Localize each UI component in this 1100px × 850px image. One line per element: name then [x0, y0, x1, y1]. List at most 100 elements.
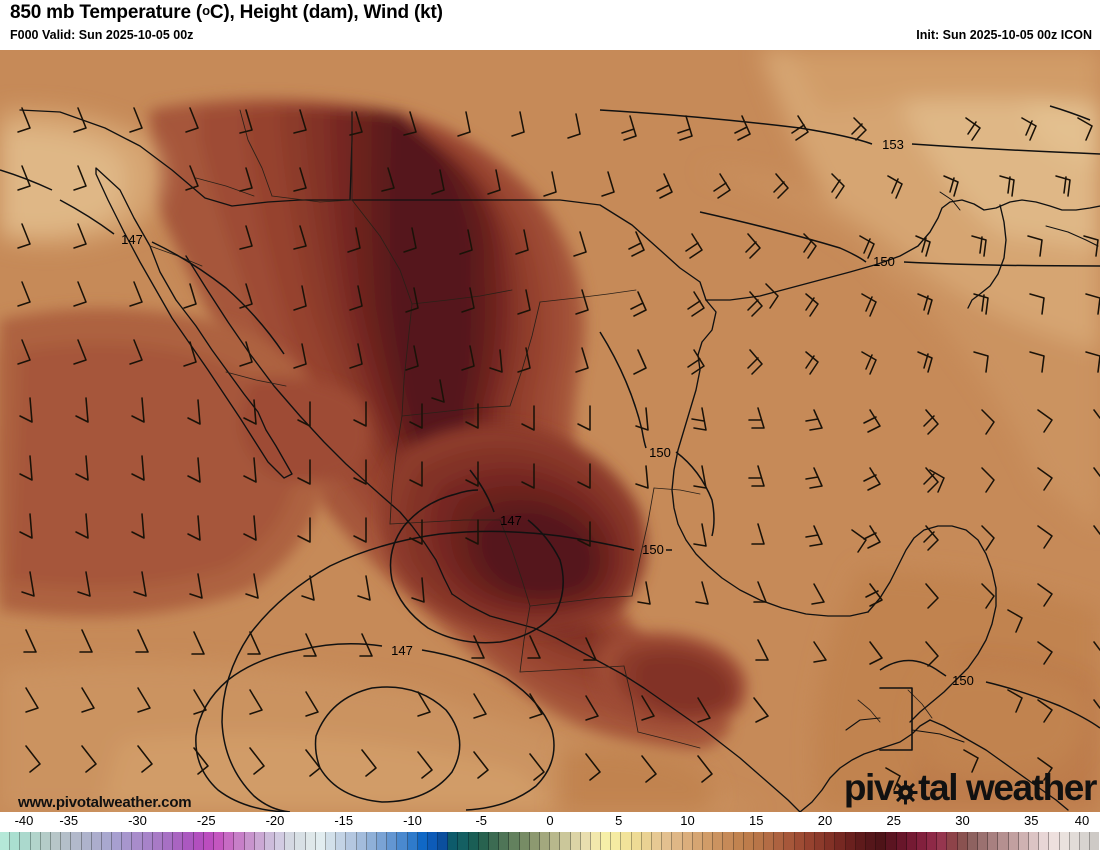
- colorbar-swatch: [988, 832, 999, 850]
- temp-cool-pockets: [0, 109, 1087, 812]
- barb-row-2: [17, 165, 1071, 199]
- colorbar-swatch: [692, 832, 703, 850]
- barb-row-3: [17, 223, 1099, 259]
- contour-label-147-nw: 147: [121, 232, 143, 247]
- colorbar-swatch: [927, 832, 938, 850]
- colorbar-swatch: [967, 832, 978, 850]
- contour-150-gulf: [699, 211, 1100, 267]
- colorbar-swatch: [601, 832, 612, 850]
- colorbar-swatch: [1049, 832, 1060, 850]
- colorbar-swatch: [662, 832, 673, 850]
- colorbar-swatch: [886, 832, 897, 850]
- colorbar-swatch: [570, 832, 581, 850]
- colorbar-swatch: [122, 832, 133, 850]
- colorbar-tick: 10: [680, 813, 695, 828]
- colorbar-swatch: [20, 832, 31, 850]
- colorbar-swatch: [998, 832, 1009, 850]
- colorbar-swatch: [641, 832, 652, 850]
- map-canvas[interactable]: 153 147 150 150 147 150 147 150 www.pivo…: [0, 50, 1100, 812]
- colorbar-swatch: [702, 832, 714, 850]
- baja-peninsula: [95, 167, 293, 479]
- colorbar-tick: 0: [546, 813, 554, 828]
- colorbar-swatch: [387, 832, 398, 850]
- colorbar-swatch: [743, 832, 754, 850]
- colorbar-swatch: [764, 832, 775, 850]
- colorbar-swatch: [183, 832, 194, 850]
- rio-grande: [697, 299, 717, 356]
- colorbar-swatch: [753, 832, 765, 850]
- colorbar-swatch: [142, 832, 153, 850]
- colorbar-tick: 40: [1074, 813, 1090, 828]
- height-contours: [0, 105, 1100, 812]
- colorbar-swatch: [315, 832, 326, 850]
- page-title-text: 850 mb Temperature (: [10, 2, 203, 23]
- wind-barbs: [17, 107, 1100, 791]
- page-title-rest: C), Height (dam), Wind (kt): [209, 2, 443, 23]
- colorbar-swatch: [407, 832, 418, 850]
- header-bar: 850 mb Temperature (oC), Height (dam), W…: [0, 0, 1100, 50]
- colorbar-swatches: [0, 832, 1100, 850]
- barb-row-10: [23, 629, 1100, 667]
- colorbar-swatch: [774, 832, 785, 850]
- colorbar-swatch: [876, 832, 887, 850]
- page-title: 850 mb Temperature (oC), Height (dam), W…: [10, 2, 443, 24]
- colorbar-swatch: [326, 832, 337, 850]
- mexico-gulf-coast: [671, 354, 869, 617]
- colorbar-swatch: [1018, 832, 1029, 850]
- contour-label-150-east: 150: [642, 542, 664, 557]
- colorbar-swatch: [427, 832, 439, 850]
- contour-label-153: 153: [882, 137, 904, 152]
- barb-row-11: [25, 687, 1100, 723]
- colorbar-swatch: [478, 832, 489, 850]
- colorbar-swatch: [937, 832, 948, 850]
- colorbar-swatch: [224, 832, 235, 850]
- colorbar-tick: 25: [886, 813, 901, 828]
- colorbar-swatch: [61, 832, 72, 850]
- colorbar-swatch: [784, 832, 795, 850]
- colorbar-swatch: [40, 832, 51, 850]
- logo-text-post: tal weather: [918, 767, 1097, 808]
- contour-150-mexico: [221, 331, 715, 812]
- gulf-of-california-east: [185, 255, 453, 595]
- colorbar-swatch: [865, 832, 877, 850]
- colorbar-swatch: [580, 832, 591, 850]
- colorbar-tick: -5: [475, 813, 488, 828]
- colorbar-swatch: [448, 832, 459, 850]
- colorbar-swatch: [0, 832, 11, 850]
- colorbar-swatch: [519, 832, 530, 850]
- barb-row-1: [17, 107, 1093, 141]
- contour-150-caribbean: [879, 659, 1100, 729]
- colorbar-swatch: [896, 832, 907, 850]
- temp-hot-core-south: [382, 423, 747, 730]
- colorbar-swatch: [346, 832, 357, 850]
- yucatan-peninsula: [867, 525, 997, 723]
- barb-extras: [431, 283, 1023, 791]
- colorbar-swatch: [815, 832, 826, 850]
- colorbar-swatch: [631, 832, 642, 850]
- colorbar-tick: -20: [265, 813, 285, 828]
- barb-row-8: [19, 513, 1100, 551]
- colorbar-swatch: [10, 832, 21, 850]
- colorbar-swatch: [285, 832, 296, 850]
- central-america-borders: [879, 687, 913, 751]
- barb-row-7: [19, 455, 1100, 493]
- colorbar-swatch: [203, 832, 214, 850]
- colorbar-swatch: [550, 832, 561, 850]
- contour-147-pacific-w: [195, 649, 301, 812]
- mexico-pacific-coast: [451, 593, 801, 812]
- colorbar-swatch: [1008, 832, 1019, 850]
- colorbar-swatch: [356, 832, 367, 850]
- colorbar-swatch: [1028, 832, 1040, 850]
- colorbar[interactable]: -40 -35 -30 -25 -20 -15 -10 -5 0 5 10 15 20 25 30 35 40: [0, 812, 1100, 850]
- colorbar-swatch: [1079, 832, 1091, 850]
- colorbar-tick: 15: [749, 813, 764, 828]
- colorbar-swatch: [539, 832, 551, 850]
- colorbar-swatch: [468, 832, 479, 850]
- colorbar-swatch: [621, 832, 632, 850]
- colorbar-swatch: [794, 832, 805, 850]
- site-url-watermark: www.pivotalweather.com: [18, 794, 192, 811]
- colorbar-swatch: [30, 832, 41, 850]
- colorbar-swatch: [713, 832, 724, 850]
- coastlines-and-borders: [19, 109, 1100, 812]
- colorbar-swatch: [682, 832, 693, 850]
